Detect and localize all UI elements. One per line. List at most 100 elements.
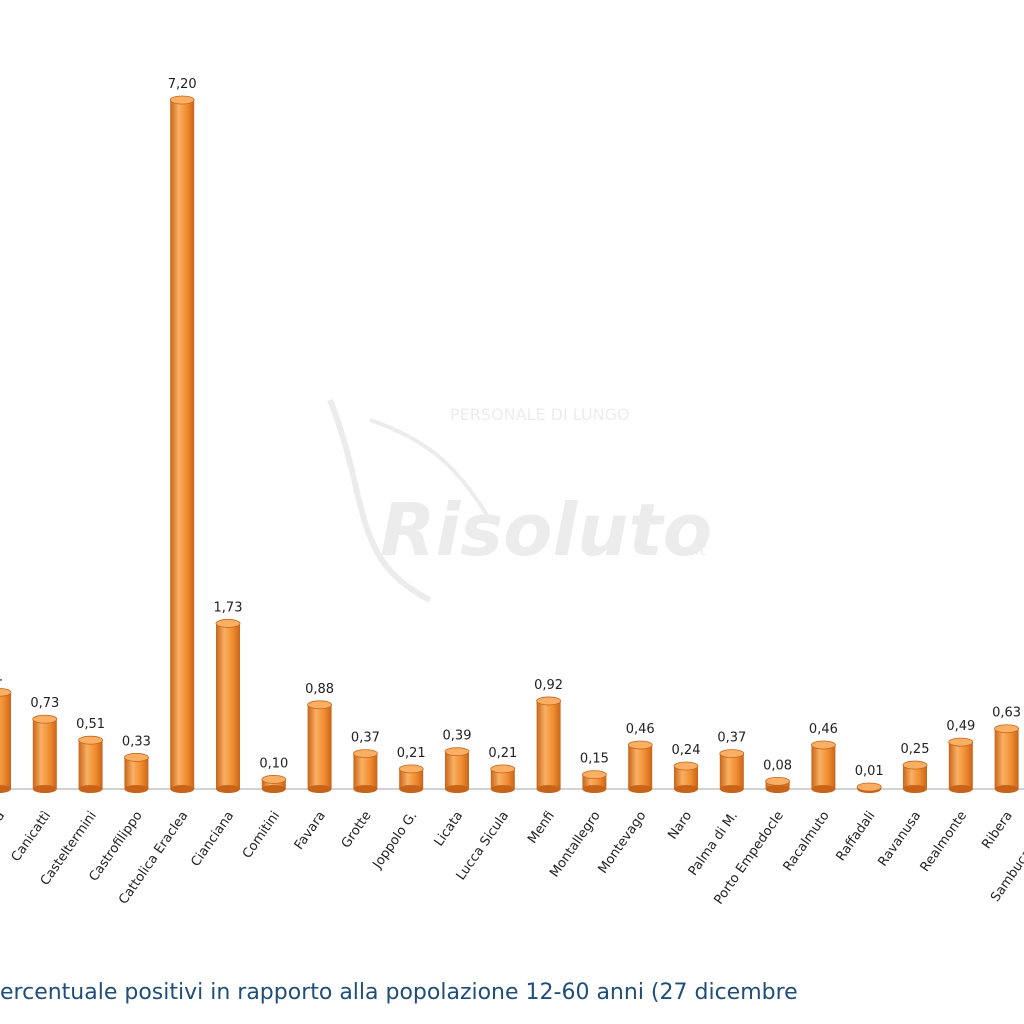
bar-body [719, 753, 744, 789]
bar-value-label: 0,37 [351, 731, 380, 746]
category-tick-label: Montevago [596, 809, 650, 877]
bar-cap [78, 735, 103, 745]
bar-base [719, 785, 744, 793]
bar-body [261, 779, 286, 789]
bar-value-label: 0,88 [305, 682, 334, 697]
category-tick-label: Naro [665, 809, 695, 843]
bar [123, 753, 149, 793]
bar [673, 761, 699, 793]
bar-cap [765, 776, 790, 786]
category-tick-label: Ribera [979, 809, 1016, 852]
bar-body [445, 751, 469, 789]
bar-base [582, 785, 607, 793]
bar [261, 775, 287, 793]
bar-cap [261, 775, 287, 784]
bar-body [216, 623, 240, 789]
bar-base [811, 785, 836, 793]
bar [444, 747, 470, 793]
bar [215, 619, 241, 793]
bar-base [261, 785, 286, 793]
bar-value-label: 1,73 [214, 600, 243, 615]
bar-value-label: 0,39 [443, 729, 472, 744]
bar-value-label: 0,25 [901, 742, 930, 757]
bar-value-label: 0,37 [717, 731, 746, 746]
bar-base [490, 785, 515, 793]
bar [902, 760, 928, 793]
category-tick-label: Grotte [339, 809, 375, 851]
bar-cap [398, 764, 424, 774]
bar [811, 740, 836, 793]
bar-base [307, 785, 332, 793]
bar-body [536, 700, 561, 789]
bar-cap [123, 753, 149, 762]
bar-base [628, 785, 653, 793]
bar-base [170, 785, 195, 793]
category-tick-label: icata [0, 809, 8, 844]
bar [856, 782, 882, 793]
bar-base [32, 785, 57, 793]
category-tick-label: Raffadali [833, 809, 878, 864]
bar [627, 740, 653, 793]
bar-cap [719, 749, 745, 758]
bar-value-label: 0,21 [397, 746, 426, 761]
bar-body [674, 766, 698, 789]
category-tick-label: Favara [292, 809, 329, 853]
bar-body [948, 742, 973, 789]
bar-cap [307, 700, 333, 710]
bar-cap [215, 619, 241, 628]
category-tick-label: Licata [432, 809, 467, 850]
bar [719, 749, 745, 793]
bar-base [399, 785, 424, 793]
bar-value-label: 0,33 [122, 734, 151, 749]
bar-cap [627, 740, 653, 750]
bar-value-label: 7,20 [168, 77, 197, 92]
bar-body [32, 719, 57, 789]
bar-cap [444, 747, 470, 757]
category-tick-label: Cianciana [188, 809, 237, 870]
bar-base [216, 785, 240, 793]
bar-body [628, 744, 653, 789]
bar-base [78, 785, 103, 793]
bar-cap [32, 714, 58, 724]
category-tick-label: Realmonte [918, 809, 970, 875]
bar-body [811, 744, 836, 789]
bar-body [490, 768, 515, 789]
bar-value-label: 0,49 [946, 719, 975, 734]
bar-body [78, 740, 103, 789]
bar-base [536, 785, 561, 793]
bar [32, 714, 58, 793]
bar-cap [994, 724, 1019, 734]
bar-body [994, 728, 1019, 789]
bar [994, 724, 1019, 793]
bar-value-label: 0,73 [30, 696, 59, 711]
bar-value-label: 0,51 [76, 717, 105, 732]
bar-base [445, 785, 469, 793]
bar-base [124, 785, 149, 793]
bar-base [948, 785, 973, 793]
bar [169, 95, 195, 793]
bar [536, 696, 561, 793]
bar [78, 735, 103, 793]
bar-cap [902, 760, 928, 770]
bar-value-label: 0,01 [855, 764, 884, 779]
category-tick-label: Racalmuto [781, 809, 833, 874]
category-tick-label: Joppolo G. [370, 809, 421, 873]
bar-cap [536, 696, 561, 706]
bar-value-label: 0,92 [534, 678, 563, 693]
bar [948, 737, 974, 793]
bar-body [124, 757, 149, 789]
bar-base [353, 785, 378, 793]
bar-value-label: 0,10 [259, 756, 288, 771]
bar-body [307, 704, 332, 789]
bar-cap [948, 737, 974, 747]
bar-cap [856, 782, 882, 792]
bar-base [674, 785, 698, 793]
bar-value-label: 0,46 [626, 722, 655, 737]
bar-cap [0, 687, 12, 697]
bar-body [170, 100, 195, 789]
bar-value-label: 0,46 [809, 722, 838, 737]
bar-value-label: 0,63 [992, 706, 1021, 721]
bar-cap [582, 770, 607, 780]
bar [307, 700, 333, 793]
